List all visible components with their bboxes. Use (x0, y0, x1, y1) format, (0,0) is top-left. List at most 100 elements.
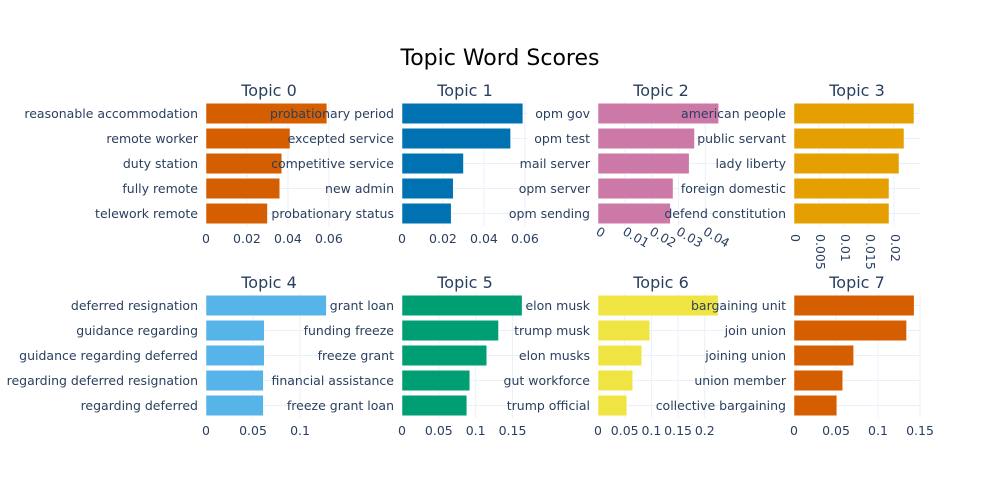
bar-deferred-resignation[interactable] (205, 295, 327, 316)
bar-regarding-deferred[interactable] (205, 395, 264, 416)
category-label: guidance regarding (76, 323, 198, 338)
category-label: joining union (704, 348, 786, 363)
x-tick-label: 0.02 (233, 231, 261, 246)
x-tick-label: 0.06 (511, 231, 539, 246)
bar-funding-freeze[interactable] (401, 320, 499, 341)
subplot-title: Topic 4 (240, 273, 297, 292)
subplot-topic-1: Topic 1 probationary period excepted servi… (270, 81, 539, 246)
bar-opm-gov[interactable] (597, 103, 719, 124)
x-tick-label: 0 (594, 423, 602, 438)
category-label: opm server (519, 181, 591, 196)
x-tick-label: 0.1 (868, 423, 888, 438)
subplot-title: Topic 3 (828, 81, 885, 100)
bar-reasonable-accommodation[interactable] (205, 103, 328, 124)
category-label: freeze grant loan (287, 398, 394, 413)
category-label: union member (694, 373, 787, 388)
bar-joining-union[interactable] (793, 345, 854, 366)
category-label: grant loan (330, 298, 394, 313)
x-tick-label: 0.01 (838, 234, 853, 262)
chart-title: Topic Word Scores (400, 46, 600, 71)
subplot-panels: Topic 0 reasonable accommodation remote wo… (7, 81, 934, 438)
category-label: elon musk (525, 298, 590, 313)
category-label: telework remote (95, 206, 198, 221)
subplot-title: Topic 2 (632, 81, 689, 100)
x-tick-label: 0.02 (429, 231, 457, 246)
category-label: excepted service (288, 131, 395, 146)
category-label: funding freeze (304, 323, 395, 338)
category-label: trump official (507, 398, 590, 413)
category-label: probationary period (270, 106, 394, 121)
x-tick-label: 0.05 (425, 423, 453, 438)
x-tick-label: 0.1 (290, 423, 310, 438)
category-label: regarding deferred resignation (7, 373, 198, 388)
bar-probationary-status[interactable] (401, 203, 452, 224)
category-label: opm gov (535, 106, 590, 121)
subplot-title: Topic 5 (436, 273, 493, 292)
bar-join-union[interactable] (793, 320, 907, 341)
bar-freeze-grant[interactable] (401, 345, 487, 366)
category-label: probationary status (271, 206, 394, 221)
bar-competitive-service[interactable] (401, 153, 464, 174)
bar-elon-musk[interactable] (597, 295, 719, 316)
subplot-topic-6: Topic 6 elon musk trump musk elon musks gut … (504, 273, 724, 438)
category-label: duty station (123, 156, 198, 171)
bar-excepted-service[interactable] (401, 128, 511, 149)
bar-regarding-deferred-resignation[interactable] (205, 370, 264, 391)
bar-american-people[interactable] (793, 103, 915, 124)
bar-grant-loan[interactable] (401, 295, 523, 316)
bar-opm-sending[interactable] (597, 203, 671, 224)
x-tick-label: 0.04 (274, 231, 302, 246)
category-label: gut workforce (504, 373, 591, 388)
bar-guidance-regarding[interactable] (205, 320, 265, 341)
category-label: lady liberty (716, 156, 787, 171)
bar-defend-constitution[interactable] (793, 203, 890, 224)
bar-fully-remote[interactable] (205, 178, 281, 199)
x-tick-label: 0 (202, 423, 210, 438)
bar-financial-assistance[interactable] (401, 370, 471, 391)
bar-probationary-period[interactable] (401, 103, 524, 124)
bar-lady-liberty[interactable] (793, 153, 900, 174)
bar-public-servant[interactable] (793, 128, 905, 149)
bar-gut-workforce[interactable] (597, 370, 633, 391)
x-tick-label: 0.15 (664, 423, 692, 438)
x-tick-label: 0.02 (888, 234, 903, 262)
bar-union-member[interactable] (793, 370, 843, 391)
subplot-title: Topic 7 (828, 273, 885, 292)
category-label: new admin (325, 181, 394, 196)
bar-mail-server[interactable] (597, 153, 690, 174)
bar-foreign-domestic[interactable] (793, 178, 890, 199)
category-label: elon musks (519, 348, 590, 363)
category-label: collective bargaining (656, 398, 786, 413)
x-tick-label: 0.04 (470, 231, 498, 246)
x-tick-label: 0.005 (813, 234, 828, 270)
x-tick-label: 0.05 (822, 423, 850, 438)
x-tick-label: 0.05 (239, 423, 267, 438)
bar-opm-server[interactable] (597, 178, 674, 199)
bar-opm-test[interactable] (597, 128, 695, 149)
category-label: defend constitution (664, 206, 786, 221)
category-label: financial assistance (271, 373, 394, 388)
category-label: fully remote (122, 181, 198, 196)
bar-guidance-regarding-deferred[interactable] (205, 345, 265, 366)
category-label: public servant (697, 131, 786, 146)
category-label: foreign domestic (681, 181, 786, 196)
bar-trump-official[interactable] (597, 395, 628, 416)
category-label: american people (681, 106, 786, 121)
x-tick-label: 0.05 (611, 423, 639, 438)
x-tick-label: 0.1 (641, 423, 661, 438)
subplot-topic-3: Topic 3 american people public servant lady… (664, 81, 920, 270)
bar-duty-station[interactable] (205, 153, 283, 174)
bar-remote-worker[interactable] (205, 128, 291, 149)
bar-elon-musks[interactable] (597, 345, 643, 366)
x-tick-label: 0.15 (906, 423, 934, 438)
category-label: freeze grant (318, 348, 395, 363)
bar-freeze-grant-loan[interactable] (401, 395, 468, 416)
bar-bargaining-unit[interactable] (793, 295, 915, 316)
bar-new-admin[interactable] (401, 178, 454, 199)
subplot-title: Topic 0 (240, 81, 297, 100)
bar-trump-musk[interactable] (597, 320, 651, 341)
bar-telework-remote[interactable] (205, 203, 268, 224)
bar-collective-bargaining[interactable] (793, 395, 838, 416)
